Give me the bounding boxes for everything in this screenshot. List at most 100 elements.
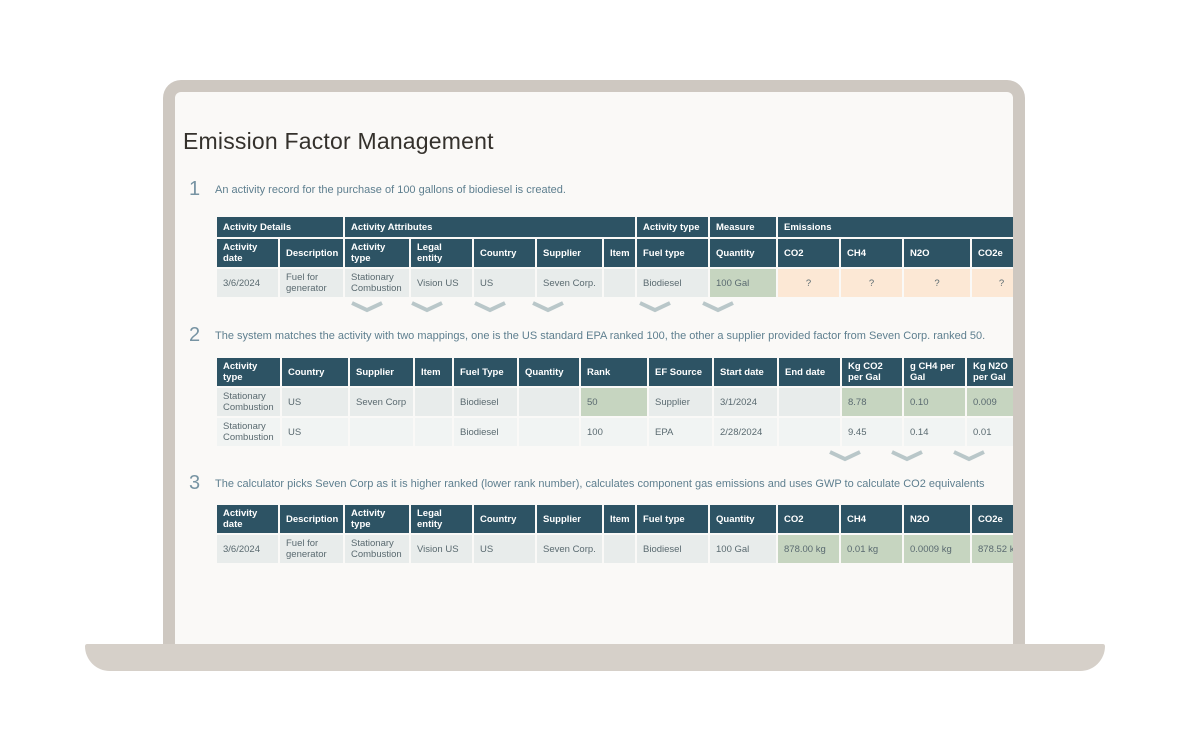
chevron-down-icon [472, 300, 508, 313]
column-header: Country [474, 239, 535, 267]
chevron-down-icon [889, 449, 925, 462]
table-cell: US [282, 418, 348, 446]
table-cell: Seven Corp. [537, 535, 602, 563]
calculated-emissions-table: Activity date Description Activity type Leg… [215, 503, 1013, 565]
column-header: Quantity [710, 239, 776, 267]
table-cell [350, 418, 413, 446]
column-header: Fuel Type [454, 358, 517, 386]
laptop-base [85, 644, 1105, 671]
column-header: Item [604, 505, 635, 533]
table-cell: Stationary Combustion [345, 535, 409, 563]
table-cell: Fuel for generator [280, 269, 343, 297]
table-cell: Seven Corp [350, 388, 413, 416]
column-header: Activity type [345, 239, 409, 267]
column-group-header: Emissions [778, 217, 1013, 237]
column-header: CO2 [778, 505, 839, 533]
column-header: Quantity [710, 505, 776, 533]
table-cell [519, 418, 579, 446]
table-cell: EPA [649, 418, 712, 446]
emission-factor-mappings-table: Activity type Country Supplier Item Fuel Typ… [215, 356, 1013, 448]
column-header: Activity date [217, 239, 278, 267]
step-3: 3 The calculator picks Seven Corp as it … [189, 473, 989, 493]
chevron-down-icon [530, 300, 566, 313]
table-cell [779, 388, 840, 416]
column-header: Description [280, 239, 343, 267]
step-2: 2 The system matches the activity with t… [189, 325, 989, 345]
table-cell [519, 388, 579, 416]
table-cell: 0.009 [967, 388, 1013, 416]
table-cell: Biodiesel [454, 418, 517, 446]
table-cell: 878.00 kg [778, 535, 839, 563]
column-header: Description [280, 505, 343, 533]
column-header: Supplier [350, 358, 413, 386]
column-header: Supplier [537, 505, 602, 533]
table-cell: 878.52 kg [972, 535, 1013, 563]
column-header: End date [779, 358, 840, 386]
table-cell: 3/1/2024 [714, 388, 777, 416]
column-header: Activity type [345, 505, 409, 533]
step-number: 3 [189, 472, 201, 494]
column-header: EF Source [649, 358, 712, 386]
laptop-bezel: Emission Factor Management 1 An activity… [163, 80, 1025, 644]
step-description: The calculator picks Seven Corp as it is… [215, 478, 985, 490]
table-cell [604, 535, 635, 563]
step-number: 2 [189, 324, 201, 346]
table-cell [415, 388, 452, 416]
chevron-down-icon [349, 300, 385, 313]
column-header: Country [282, 358, 348, 386]
table-row: Stationary Combustion US Seven Corp Biodies… [217, 388, 1013, 416]
table-cell: 9.45 [842, 418, 902, 446]
chevron-down-icon [951, 449, 987, 462]
table-cell: ? [841, 269, 902, 297]
table-cell: 8.78 [842, 388, 902, 416]
column-header: Activity date [217, 505, 278, 533]
column-header: Kg CO2 per Gal [842, 358, 902, 386]
table-cell: Stationary Combustion [217, 418, 280, 446]
table-cell: ? [904, 269, 970, 297]
table-cell [415, 418, 452, 446]
table-cell: ? [778, 269, 839, 297]
column-header: Item [604, 239, 635, 267]
column-header: N2O [904, 505, 970, 533]
column-header: Rank [581, 358, 647, 386]
column-header: CH4 [841, 239, 902, 267]
column-header: Fuel type [637, 239, 708, 267]
column-group-header: Measure [710, 217, 776, 237]
table-cell: 100 Gal [710, 269, 776, 297]
column-group-header: Activity Details [217, 217, 343, 237]
table-row: Stationary Combustion US Biodiesel 100 EPA 2/… [217, 418, 1013, 446]
column-group-header: Activity type [637, 217, 708, 237]
table-cell: Supplier [649, 388, 712, 416]
table-cell: Stationary Combustion [217, 388, 280, 416]
table-cell: 2/28/2024 [714, 418, 777, 446]
table-cell: 3/6/2024 [217, 269, 278, 297]
column-header: Legal entity [411, 239, 472, 267]
column-header: Kg N2O per Gal [967, 358, 1013, 386]
column-header: CO2e [972, 239, 1013, 267]
column-header: Activity type [217, 358, 280, 386]
table-cell [779, 418, 840, 446]
column-header: Item [415, 358, 452, 386]
column-header: g CH4 per Gal [904, 358, 965, 386]
table-cell: 0.10 [904, 388, 965, 416]
column-header: CO2e [972, 505, 1013, 533]
table-cell: US [474, 535, 535, 563]
table-cell: Stationary Combustion [345, 269, 409, 297]
table-row: 3/6/2024 Fuel for generator Stationary Com… [217, 269, 1013, 297]
column-header: N2O [904, 239, 970, 267]
table-cell: Seven Corp. [537, 269, 602, 297]
table-cell: 100 [581, 418, 647, 446]
page-title: Emission Factor Management [183, 128, 494, 154]
step-1: 1 An activity record for the purchase of… [189, 179, 989, 199]
column-group-header: Activity Attributes [345, 217, 635, 237]
step-description: An activity record for the purchase of 1… [215, 184, 566, 196]
screen-content: Emission Factor Management 1 An activity… [175, 92, 1013, 644]
table-cell: 0.14 [904, 418, 965, 446]
table-cell [604, 269, 635, 297]
column-header: Legal entity [411, 505, 472, 533]
table-cell: US [282, 388, 348, 416]
chevron-down-icon [637, 300, 673, 313]
table-cell: 0.01 kg [841, 535, 902, 563]
table-cell: ? [972, 269, 1013, 297]
column-header: CO2 [778, 239, 839, 267]
